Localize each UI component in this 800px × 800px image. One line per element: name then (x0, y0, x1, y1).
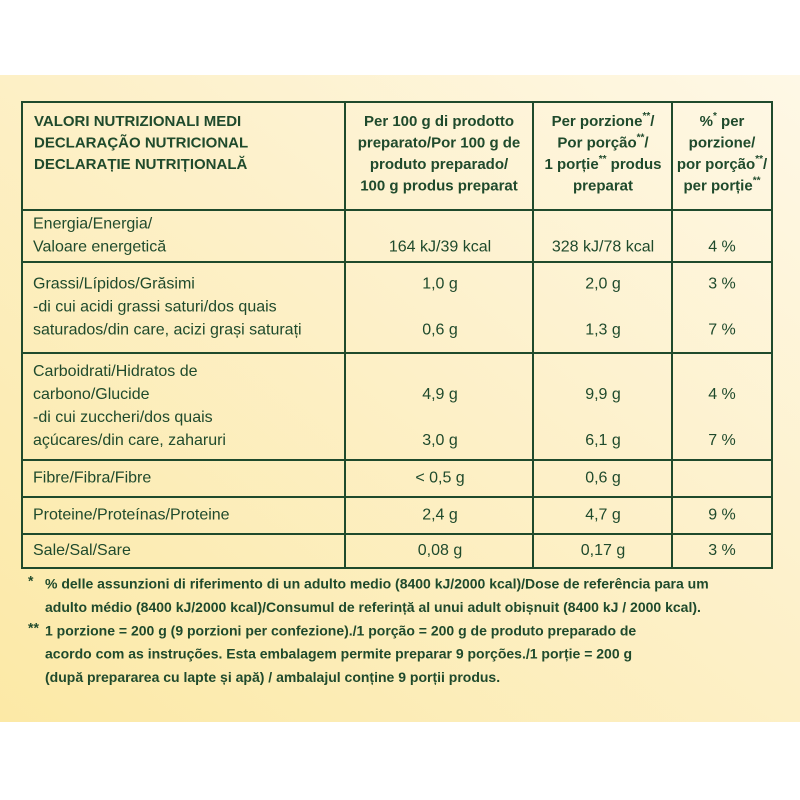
value-cell: 1,3 g (585, 322, 621, 339)
label-cell: Carboidrati/Hidratos de (33, 363, 198, 380)
label-cell: açúcares/din care, zaharuri (33, 432, 226, 449)
footnote-text: adulto médio (8400 kJ/2000 kcal)/Consumu… (45, 599, 701, 615)
table-borders (21, 101, 773, 569)
superscript: ** (755, 154, 763, 165)
value-cell: 0,17 g (581, 542, 625, 559)
header-cell: %* per (700, 111, 745, 130)
label-cell: Fibre/Fibra/Fibre (33, 470, 151, 487)
value-cell: 4,7 g (585, 507, 621, 524)
text-part: / (763, 156, 768, 173)
header-cell: por porção**/ (677, 154, 768, 173)
value-cell: 0,6 g (585, 470, 621, 487)
header-cell: preparat (573, 177, 633, 194)
value-cell: 4 % (708, 386, 736, 403)
value-cell: 7 % (708, 432, 736, 449)
value-cell: 9,9 g (585, 386, 621, 403)
footnote-text: % delle assunzioni di riferimento di un … (45, 576, 709, 592)
text-part: por porção (677, 156, 755, 173)
value-cell: 2,4 g (422, 507, 458, 524)
label-cell: Energia/Energia/ (33, 216, 153, 233)
header-cell: preparato/Por 100 g de (358, 134, 521, 151)
value-cell: 6,1 g (585, 432, 621, 449)
footnote-text: (după prepararea cu lapte și apă) / amba… (45, 669, 500, 685)
label-cell: Valoare energetică (33, 239, 166, 256)
text-part: / (650, 113, 655, 130)
text-part: % (700, 113, 713, 130)
label-cell: Grassi/Lípidos/Grăsimi (33, 276, 195, 293)
value-cell: 1,0 g (422, 276, 458, 293)
value-cell: 2,0 g (585, 276, 621, 293)
value-cell: 7 % (708, 322, 736, 339)
label-cell: -di cui zuccheri/dos quais (33, 409, 213, 426)
text-part: Per porzione (552, 113, 643, 130)
header-cell: DECLARAȚIE NUTRIȚIONALĂ (34, 156, 247, 173)
text-part: Por porção (557, 134, 636, 151)
header-cell: Per 100 g di prodotto (364, 113, 514, 130)
value-cell: 0,6 g (422, 322, 458, 339)
header-cell: DECLARAÇÃO NUTRICIONAL (34, 133, 248, 151)
header-cell: Por porção**/ (557, 133, 649, 152)
footnote-text: acordo com as instruções. Esta embalagem… (45, 646, 632, 662)
label-cell: saturados/din care, acizi grași saturați (33, 322, 302, 339)
header-cell: VALORI NUTRIZIONALI MEDI (34, 113, 241, 130)
value-cell: 0,08 g (418, 542, 462, 559)
value-cell: 3,0 g (422, 432, 458, 449)
label-cell: carbono/Glucide (33, 386, 150, 403)
value-cell: 3 % (708, 542, 736, 559)
superscript: ** (599, 154, 607, 165)
superscript: ** (753, 176, 761, 187)
value-cell: 9 % (708, 507, 736, 524)
footnote-text: 1 porzione = 200 g (9 porzioni per confe… (45, 622, 636, 638)
panel (0, 75, 800, 722)
value-cell: 4 % (708, 239, 736, 256)
header-cell: 1 porție** produs (545, 154, 662, 173)
header-cell: 100 g produs preparat (360, 177, 518, 194)
text-part: / (644, 134, 649, 151)
value-cell: 164 kJ/39 kcal (389, 239, 491, 256)
value-cell: 3 % (708, 276, 736, 293)
value-cell: < 0,5 g (415, 470, 464, 487)
label-cell: Proteine/Proteínas/Proteine (33, 507, 230, 524)
value-cell: 4,9 g (422, 386, 458, 403)
text-part: 1 porție (545, 156, 599, 173)
footnote-marker: ** (28, 619, 39, 635)
header-cell: produto preparado/ (370, 156, 509, 173)
footnote-marker: * (28, 573, 34, 589)
superscript: ** (637, 133, 645, 144)
superscript: ** (642, 111, 650, 122)
text-part: per (717, 113, 745, 130)
label-cell: -di cui acidi grassi saturi/dos quais (33, 299, 277, 316)
text-part: produs (606, 156, 661, 173)
value-cell: 328 kJ/78 kcal (552, 239, 654, 256)
text-part: per porție (684, 177, 753, 194)
superscript: * (713, 111, 717, 122)
label-cell: Sale/Sal/Sare (33, 542, 131, 559)
header-cell: Per porzione**/ (552, 111, 656, 130)
header-cell: per porție** (684, 176, 761, 195)
header-cell: porzione/ (689, 134, 756, 151)
